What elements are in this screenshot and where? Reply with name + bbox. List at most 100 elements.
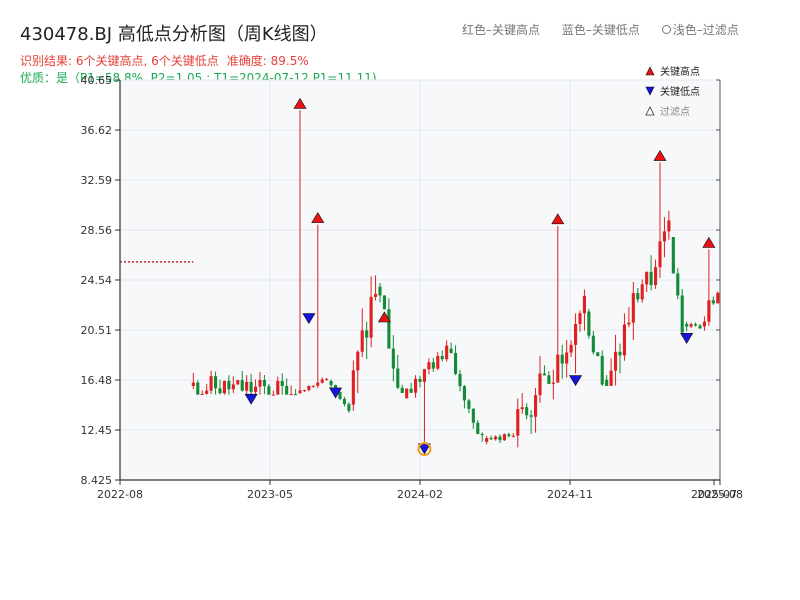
- legend-filtered-label: 过滤点: [660, 105, 690, 118]
- plot-legend: 关键高点 关键低点 过滤点: [645, 65, 700, 118]
- candle-body: [534, 395, 538, 417]
- key-high-marker: [311, 212, 325, 223]
- candle-body: [462, 386, 466, 401]
- candle-body: [222, 380, 226, 394]
- top-legend-low: 蓝色–关键低点: [561, 23, 640, 37]
- candle-body: [245, 381, 249, 391]
- candle-body: [658, 241, 662, 268]
- key-low-marker: [302, 313, 316, 325]
- candle-body: [587, 311, 591, 336]
- candle-body: [671, 237, 675, 274]
- candles: [191, 110, 720, 448]
- candle-body: [205, 390, 209, 394]
- legend-high-label: 关键高点: [660, 65, 700, 78]
- candle-body: [605, 379, 609, 386]
- candle-body: [396, 368, 400, 388]
- candle-body: [427, 362, 431, 370]
- candle-body: [316, 382, 320, 386]
- candle-body: [542, 373, 546, 376]
- candle-body: [685, 323, 689, 327]
- candle-body: [400, 387, 404, 393]
- candle-body: [707, 300, 711, 322]
- candle-body: [609, 370, 613, 386]
- candle-body: [271, 394, 275, 396]
- x-tick-label: 2024-11: [547, 488, 593, 501]
- candle-body: [591, 335, 595, 353]
- candle-body: [654, 267, 658, 286]
- key-high-marker: [293, 97, 307, 109]
- top-legend-filtered-wrap: 浅色–过滤点: [661, 23, 739, 37]
- candle-body: [298, 390, 302, 394]
- candle-body: [414, 378, 418, 393]
- candle-body: [565, 352, 569, 364]
- accuracy-text: 准确度: 89.5%: [226, 54, 309, 68]
- candle-body: [249, 381, 253, 392]
- candle-body: [285, 385, 289, 395]
- candle-body: [365, 330, 369, 338]
- candle-body: [467, 400, 471, 409]
- candle-body: [649, 271, 653, 286]
- result-line: 识别结果: 6个关键高点, 6个关键低点 准确度: 89.5%: [20, 52, 309, 69]
- candle-body: [498, 436, 502, 441]
- legend-filtered-triangle-icon: [645, 106, 655, 116]
- candle-body: [662, 231, 666, 242]
- candle-body: [614, 351, 618, 371]
- axes: 8.425 12.45 16.48 20.51 24.54 28.56 32.59 36.62…: [81, 74, 743, 501]
- candle-body: [391, 348, 395, 369]
- candle-body: [267, 386, 271, 395]
- candle-body: [538, 373, 542, 396]
- page-title: 430478.BJ 高低点分析图（周K线图）: [20, 24, 328, 45]
- candle-body: [196, 382, 200, 395]
- candle-body: [236, 380, 240, 385]
- candle-body: [551, 382, 555, 384]
- candle-body: [458, 374, 462, 387]
- candle-body: [574, 323, 578, 345]
- key-low-marker: [569, 375, 583, 387]
- candle-body: [436, 356, 440, 369]
- candle-body: [214, 376, 218, 389]
- candle-body: [320, 379, 324, 383]
- x-tick-label: 2025-08: [697, 488, 743, 501]
- candle-body: [511, 435, 515, 437]
- legend-low-triangle-icon: [645, 86, 655, 96]
- key-low-marker: [329, 387, 343, 399]
- y-tick-label: 32.59: [81, 174, 113, 187]
- candle-body: [449, 348, 453, 353]
- y-tick-label: 12.45: [81, 424, 113, 437]
- candle-body: [698, 325, 702, 329]
- candle-body: [347, 404, 351, 411]
- candle-body: [356, 351, 360, 371]
- candle-body: [582, 295, 586, 314]
- candle-body: [471, 408, 475, 423]
- candle-body: [489, 438, 493, 440]
- y-tick-label: 36.62: [81, 124, 113, 137]
- candle-body: [405, 388, 409, 399]
- candle-body: [525, 407, 529, 416]
- candle-body: [689, 324, 693, 327]
- candle-body: [596, 352, 600, 357]
- y-tick-label: 16.48: [81, 374, 113, 387]
- candle-body: [507, 434, 511, 436]
- y-tick-label: 24.54: [81, 274, 113, 287]
- key-low-marker: [244, 393, 258, 405]
- candle-body: [445, 345, 449, 360]
- candle-body: [569, 344, 573, 353]
- key-high-marker: [551, 213, 565, 225]
- y-tick-label: 28.56: [81, 224, 113, 237]
- candle-body: [440, 356, 444, 360]
- candle-body: [200, 393, 204, 395]
- candle-body: [716, 292, 720, 304]
- candle-body: [680, 295, 684, 333]
- candle-body: [227, 380, 231, 390]
- candle-body: [360, 330, 364, 352]
- candle-body: [311, 385, 315, 387]
- candle-body: [502, 434, 506, 441]
- candle-body: [636, 293, 640, 300]
- candle-body: [374, 293, 378, 297]
- candle-body: [711, 300, 715, 304]
- candle-body: [622, 324, 626, 356]
- candle-body: [351, 370, 355, 405]
- candle-body: [578, 313, 582, 324]
- candle-body: [631, 293, 635, 323]
